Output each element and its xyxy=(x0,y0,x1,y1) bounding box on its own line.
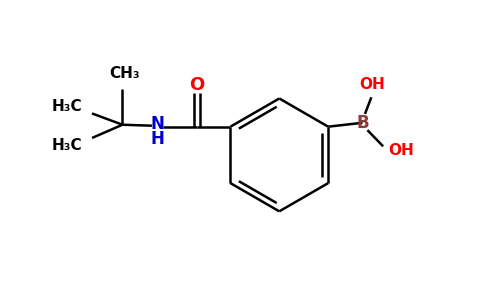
Text: OH: OH xyxy=(360,77,385,92)
Text: O: O xyxy=(189,76,205,94)
Text: H₃C: H₃C xyxy=(52,99,82,114)
Text: B: B xyxy=(356,114,369,132)
Text: OH: OH xyxy=(388,143,414,158)
Text: H: H xyxy=(151,130,165,148)
Text: CH₃: CH₃ xyxy=(109,66,140,81)
Text: H₃C: H₃C xyxy=(52,138,82,153)
Text: N: N xyxy=(151,115,165,133)
